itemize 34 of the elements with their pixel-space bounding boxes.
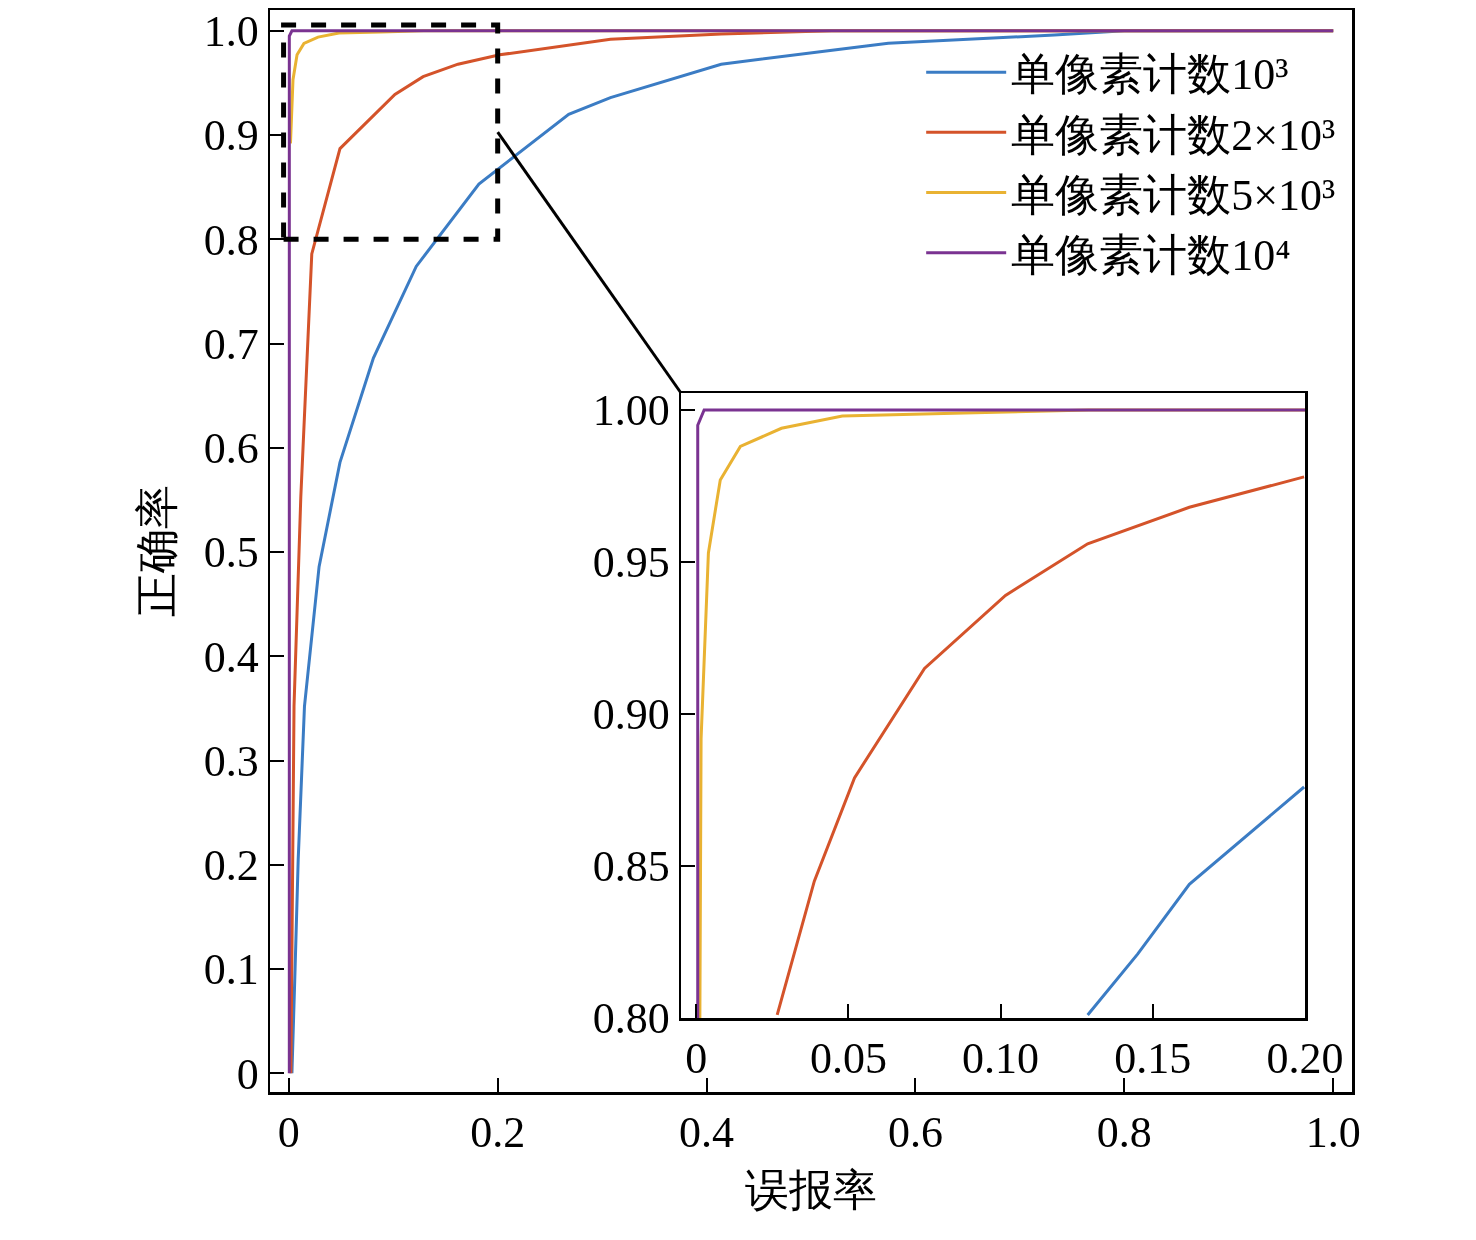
line-series [1086, 785, 1305, 1017]
y-tick-label: 0.80 [592, 994, 670, 1044]
y-tick-label: 0.2 [203, 841, 259, 891]
y-tick-label: 0.7 [203, 319, 259, 369]
x-tick-label: 1.0 [1305, 1108, 1361, 1158]
y-tick-label: 0.85 [592, 842, 670, 892]
y-tick-label: 0.8 [203, 215, 259, 265]
x-tick-label: 0.6 [887, 1108, 943, 1158]
y-tick-label: 0.95 [592, 538, 670, 588]
y-tick-label: 0.6 [203, 424, 259, 474]
y-tick-label: 0.3 [203, 736, 259, 786]
y-tick-label: 0.90 [592, 690, 670, 740]
x-tick-label: 0.05 [809, 1034, 887, 1084]
x-tick-label: 0 [685, 1034, 708, 1084]
x-tick-label: 0.2 [470, 1108, 526, 1158]
y-axis-title: 正确率 [132, 485, 182, 617]
x-tick-label: 0.8 [1096, 1108, 1152, 1158]
x-tick-label: 0 [277, 1108, 300, 1158]
y-tick-label: 0.1 [203, 945, 259, 995]
x-axis-title: 误报率 [745, 1165, 877, 1215]
y-tick-label: 1.0 [203, 7, 259, 57]
x-tick-label: 0.4 [679, 1108, 735, 1158]
x-tick-label: 0.10 [962, 1034, 1040, 1084]
legend-label: 单像素计数10³ [1011, 50, 1289, 100]
y-tick-label: 1.00 [592, 386, 670, 436]
legend-label: 单像素计数2×10³ [1011, 110, 1336, 160]
y-tick-label: 0.4 [203, 632, 259, 682]
y-tick-label: 0.5 [203, 528, 259, 578]
x-tick-label: 0.15 [1114, 1034, 1192, 1084]
y-tick-label: 0.9 [203, 111, 259, 161]
legend-label: 单像素计数5×10³ [1011, 170, 1336, 220]
line-series [775, 475, 1305, 1017]
x-tick-label: 0.20 [1266, 1034, 1344, 1084]
legend-label: 单像素计数10⁴ [1011, 230, 1291, 280]
